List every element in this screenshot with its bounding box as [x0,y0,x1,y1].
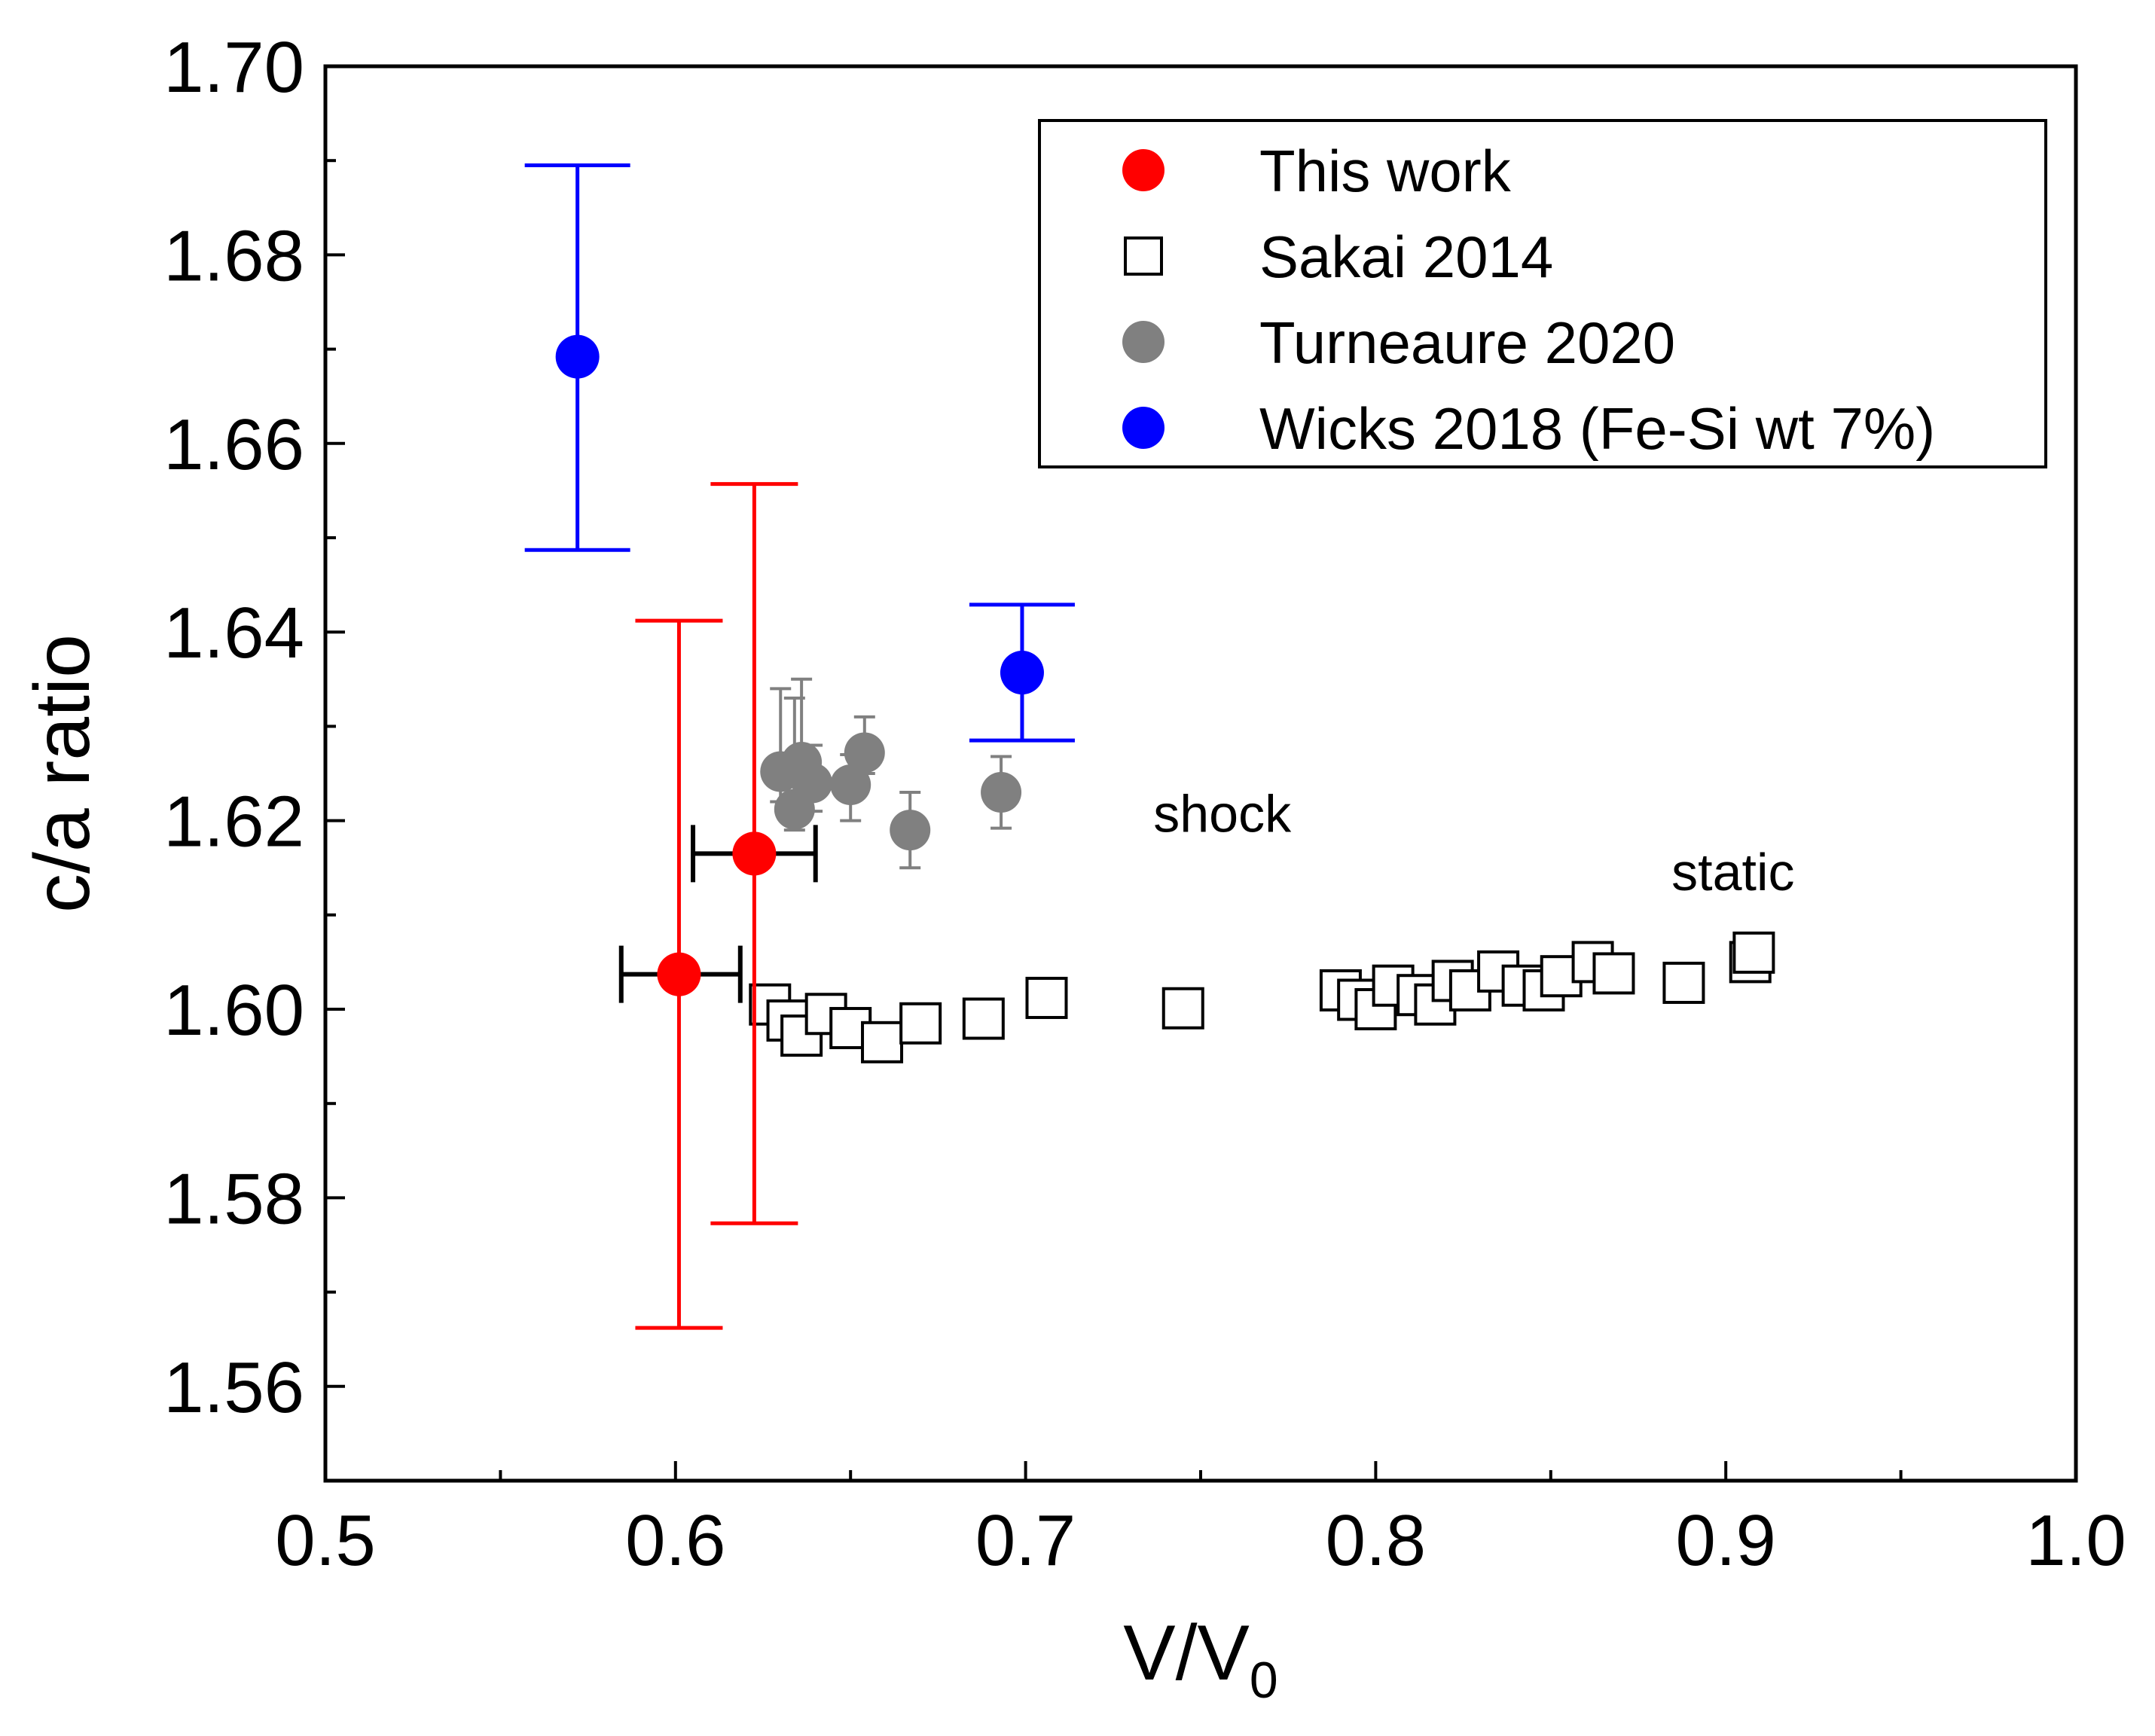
x-tick-label: 0.9 [1675,1500,1775,1581]
wicks-2018-point [1000,651,1044,695]
turneaure-2020-point [792,762,833,804]
sakai-2014-point [1161,987,1204,1030]
plot-frame [323,64,2078,1483]
sakai-2014-point [1732,931,1775,974]
this-work-point [657,952,701,996]
y-axis-title: c/a ratio [19,634,106,913]
x-tick-label: 0.8 [1326,1500,1426,1581]
sakai-2014-point [1592,952,1635,995]
turneaure-2020-point [981,772,1022,813]
legend: This work Sakai 2014 Turneaure 2020 Wicks 2… [1038,119,2047,468]
y-tick-label: 1.68 [163,215,304,296]
turneaure-2020-point [830,764,871,806]
x-tick-label: 1.0 [2025,1500,2126,1581]
legend-label: Turneaure 2020 [1259,310,1675,376]
y-tick-label: 1.64 [163,593,304,673]
y-tick-label: 1.70 [163,27,304,108]
annotation-static: static [1671,843,1794,902]
y-tick-label: 1.66 [163,404,304,485]
sakai-2014-point [962,997,1005,1040]
turneaure-2020-point [890,810,931,851]
y-tick-labels: 1.56 1.58 1.60 1.62 1.64 1.66 1.68 1.70 [163,27,304,1428]
x-tick-labels: 0.5 0.6 0.7 0.8 0.9 1.0 [275,1500,2126,1581]
x-tick-label: 0.5 [275,1500,375,1581]
legend-marker-circle [1122,407,1164,449]
y-tick-label: 1.56 [163,1347,304,1428]
x-axis-title-subscript: 0 [1250,1652,1278,1709]
legend-label: Sakai 2014 [1259,224,1553,290]
legend-label: This work [1259,138,1512,204]
sakai-2014-point [1662,961,1705,1004]
legend-box [1038,119,2047,468]
x-axis-title-main: V/V [1123,1609,1250,1697]
data-marks [524,163,1775,1330]
legend-marker-circle [1122,321,1164,363]
legend-marker-circle [1122,149,1164,191]
x-tick-label: 0.6 [625,1500,725,1581]
sakai-2014-point [1025,976,1068,1019]
y-tick-label: 1.62 [163,782,304,862]
legend-label: Wicks 2018 (Fe-Si wt 7%) [1259,395,1935,462]
sakai-2014-point [899,1002,942,1045]
sakai-2014-point [861,1021,904,1063]
legend-marker-square [1124,236,1163,276]
x-axis-title: V/V0 [1123,1609,1277,1709]
y-tick-label: 1.60 [163,970,304,1051]
y-tick-label: 1.58 [163,1158,304,1239]
this-work-point [732,831,777,876]
annotation-shock: shock [1153,785,1292,844]
turneaure-2020-point [844,732,885,773]
wicks-2018-point [555,334,600,379]
annotations: shock static [1153,785,1794,902]
x-tick-label: 0.7 [975,1500,1076,1581]
